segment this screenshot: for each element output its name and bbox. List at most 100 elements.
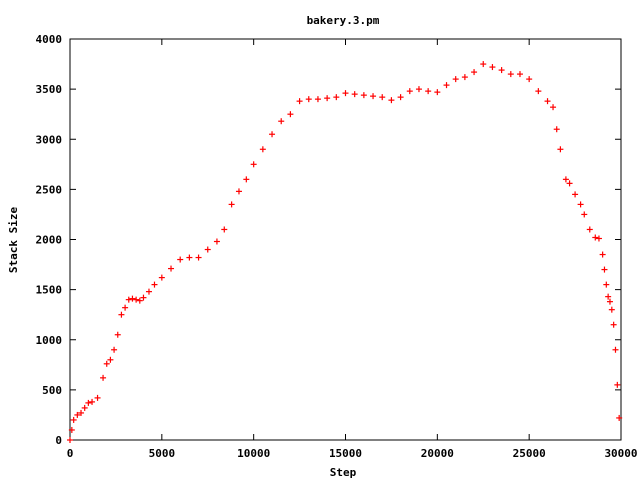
data-point bbox=[592, 234, 599, 241]
y-axis-title: Stack Size bbox=[7, 207, 20, 274]
data-point bbox=[221, 226, 228, 233]
data-point bbox=[480, 61, 487, 68]
y-tick-label: 1000 bbox=[36, 334, 63, 347]
data-point bbox=[379, 94, 386, 101]
data-point bbox=[516, 71, 523, 78]
data-point bbox=[599, 251, 606, 258]
data-point bbox=[305, 96, 312, 103]
x-tick-label: 15000 bbox=[329, 447, 362, 460]
data-point bbox=[186, 254, 193, 261]
y-tick-label: 3500 bbox=[36, 83, 63, 96]
data-point bbox=[177, 256, 184, 263]
data-point bbox=[235, 188, 242, 195]
data-point bbox=[562, 176, 569, 183]
data-point bbox=[314, 96, 321, 103]
data-point bbox=[415, 86, 422, 93]
y-tick-label: 500 bbox=[42, 384, 62, 397]
data-point bbox=[608, 306, 615, 313]
data-point bbox=[342, 90, 349, 97]
x-tick-label: 25000 bbox=[513, 447, 546, 460]
data-series bbox=[67, 61, 623, 443]
data-point bbox=[603, 281, 610, 288]
data-point bbox=[489, 64, 496, 71]
data-point bbox=[78, 409, 85, 416]
data-point bbox=[507, 71, 514, 78]
data-point bbox=[269, 131, 276, 138]
data-point bbox=[612, 346, 619, 353]
data-point bbox=[535, 88, 542, 95]
data-point bbox=[100, 374, 107, 381]
data-point bbox=[195, 254, 202, 261]
x-tick-label: 0 bbox=[67, 447, 74, 460]
data-point bbox=[94, 394, 101, 401]
x-tick-label: 20000 bbox=[421, 447, 454, 460]
data-point bbox=[74, 411, 81, 418]
data-point bbox=[601, 266, 608, 273]
data-point bbox=[133, 296, 140, 303]
data-point bbox=[610, 321, 617, 328]
data-point bbox=[81, 404, 88, 411]
data-point bbox=[129, 295, 136, 302]
data-point bbox=[228, 201, 235, 208]
data-point bbox=[89, 398, 96, 405]
data-point bbox=[151, 281, 158, 288]
y-axis: 0 500 1000 1500 2000 2500 3000 3500 4000 bbox=[36, 33, 621, 447]
data-point bbox=[605, 293, 612, 300]
x-tick-label: 5000 bbox=[149, 447, 176, 460]
x-axis-title: Step bbox=[330, 466, 357, 479]
data-point bbox=[122, 304, 129, 311]
data-point bbox=[118, 311, 125, 318]
data-point bbox=[136, 297, 143, 304]
data-point bbox=[114, 331, 121, 338]
data-point bbox=[443, 82, 450, 89]
y-tick-label: 3000 bbox=[36, 133, 63, 146]
data-point bbox=[107, 356, 114, 363]
data-point bbox=[544, 98, 551, 105]
data-point bbox=[471, 69, 478, 76]
x-axis: 0 5000 10000 15000 20000 25000 30000 bbox=[67, 39, 638, 460]
plot-frame bbox=[69, 38, 622, 441]
data-point bbox=[158, 274, 165, 281]
data-point bbox=[526, 76, 533, 83]
data-point bbox=[557, 146, 564, 153]
data-point bbox=[85, 399, 92, 406]
chart-title: bakery.3.pm bbox=[307, 14, 380, 27]
data-point bbox=[250, 161, 257, 168]
data-point bbox=[145, 288, 152, 295]
data-point bbox=[397, 94, 404, 101]
y-tick-label: 0 bbox=[55, 434, 62, 447]
x-tick-label: 30000 bbox=[604, 447, 637, 460]
data-point bbox=[333, 94, 340, 101]
data-point bbox=[111, 346, 118, 353]
data-point bbox=[243, 176, 250, 183]
y-tick-label: 2500 bbox=[36, 183, 63, 196]
data-point bbox=[259, 146, 266, 153]
data-point bbox=[103, 360, 110, 367]
data-point bbox=[324, 95, 331, 102]
data-point bbox=[586, 226, 593, 233]
data-point bbox=[360, 92, 367, 99]
data-point bbox=[614, 381, 621, 388]
data-point bbox=[566, 180, 573, 187]
data-point bbox=[204, 246, 211, 253]
data-point bbox=[168, 265, 175, 272]
x-tick-label: 10000 bbox=[237, 447, 270, 460]
data-point bbox=[434, 89, 441, 96]
data-point bbox=[452, 76, 459, 83]
data-point bbox=[278, 118, 285, 125]
y-tick-label: 1500 bbox=[36, 284, 63, 297]
data-point bbox=[550, 104, 557, 111]
data-point bbox=[581, 211, 588, 218]
data-point bbox=[125, 296, 132, 303]
y-tick-label: 4000 bbox=[36, 33, 63, 46]
data-point bbox=[572, 191, 579, 198]
data-point bbox=[351, 91, 358, 98]
y-tick-label: 2000 bbox=[36, 234, 63, 247]
data-point bbox=[213, 238, 220, 245]
data-point bbox=[406, 88, 413, 95]
data-point bbox=[70, 416, 77, 423]
data-point bbox=[370, 93, 377, 100]
data-point bbox=[67, 437, 73, 443]
data-point bbox=[287, 111, 294, 118]
